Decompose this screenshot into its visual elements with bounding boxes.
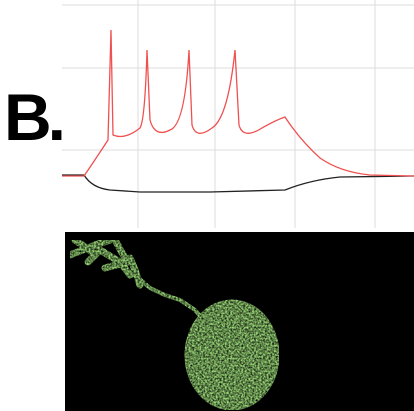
neuron (66, 236, 280, 411)
red-trace (62, 29, 414, 177)
black-trace (62, 174, 414, 193)
panel-label: B. (4, 80, 62, 154)
grid (62, 0, 414, 228)
trace-plot (62, 0, 414, 228)
micrograph (65, 232, 414, 411)
